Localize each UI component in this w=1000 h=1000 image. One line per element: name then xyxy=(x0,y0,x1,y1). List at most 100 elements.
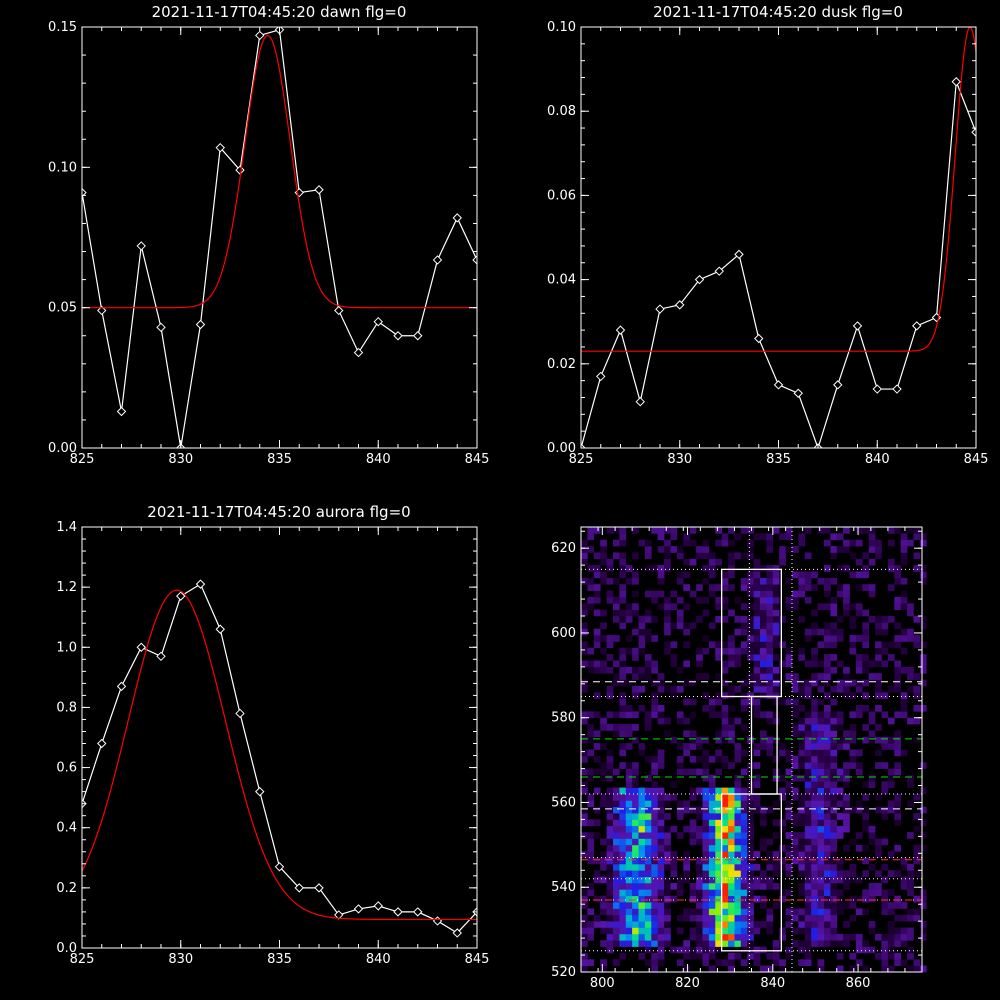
heatmap-cell xyxy=(919,616,927,623)
heatmap-cell xyxy=(581,609,588,617)
heatmap-cell xyxy=(740,819,748,827)
heatmap-cell xyxy=(606,895,614,903)
heatmap-cell xyxy=(772,902,780,909)
heatmap-cell xyxy=(734,533,742,541)
heatmap-cell xyxy=(836,546,844,553)
heatmap-cell xyxy=(676,596,684,604)
heatmap-cell xyxy=(913,565,921,572)
heatmap-cell xyxy=(600,571,607,579)
heatmap-cell xyxy=(728,933,735,941)
heatmap-cell xyxy=(734,832,742,839)
heatmap-cell xyxy=(913,717,921,725)
heatmap-cell xyxy=(670,603,678,610)
heatmap-cell xyxy=(836,940,844,947)
heatmap-cell xyxy=(734,819,742,827)
heatmap-cell xyxy=(581,940,588,947)
heatmap-cell xyxy=(638,857,646,865)
heatmap-cell xyxy=(740,844,748,852)
heatmap-cell xyxy=(875,679,882,687)
heatmap-cell xyxy=(613,889,620,897)
heatmap-cell xyxy=(779,616,786,623)
heatmap-cell xyxy=(830,717,838,725)
data-point xyxy=(432,255,443,265)
heatmap-cell xyxy=(824,940,831,947)
heatmap-cell xyxy=(619,851,627,858)
heatmap-cell xyxy=(887,539,895,547)
heatmap-cell xyxy=(721,603,729,610)
heatmap-cell xyxy=(728,863,735,871)
data-point xyxy=(314,185,324,195)
heatmap-cell xyxy=(900,590,908,598)
heatmap-cell xyxy=(632,851,639,858)
heatmap-cell xyxy=(811,914,818,922)
heatmap-cell xyxy=(606,946,614,954)
heatmap-cell xyxy=(881,965,889,973)
heatmap-cell xyxy=(593,660,601,668)
heatmap-cell xyxy=(581,546,588,553)
heatmap-cell xyxy=(868,863,876,871)
heatmap-cell xyxy=(798,692,806,699)
heatmap-cell xyxy=(587,832,595,839)
heatmap-cell xyxy=(708,832,716,839)
heatmap-cell xyxy=(734,749,742,757)
heatmap-cell xyxy=(779,660,786,668)
heatmap-cell xyxy=(766,635,774,642)
data-point xyxy=(852,321,863,331)
data-point xyxy=(156,651,166,662)
heatmap-cell xyxy=(804,819,812,827)
heatmap-cell xyxy=(804,685,812,693)
heatmap-cell xyxy=(664,641,671,649)
heatmap-cell xyxy=(760,743,767,750)
heatmap-cell xyxy=(619,762,627,769)
heatmap-cell xyxy=(747,781,754,788)
heatmap-cell xyxy=(766,533,774,541)
heatmap-cell xyxy=(868,590,876,598)
heatmap-cell xyxy=(875,647,882,655)
heatmap-cell xyxy=(836,616,844,623)
heatmap-cell xyxy=(875,616,882,623)
heatmap-cell xyxy=(792,819,799,827)
heatmap-cell xyxy=(657,851,665,858)
heatmap-cell xyxy=(753,571,761,579)
heatmap-cell xyxy=(657,959,665,966)
heatmap-cell xyxy=(862,844,869,852)
region-box xyxy=(721,568,782,698)
heatmap-cell xyxy=(766,685,774,693)
heatmap-cell xyxy=(587,959,595,966)
heatmap-cell xyxy=(708,584,716,591)
heatmap-cell xyxy=(734,717,742,725)
heatmap-cell xyxy=(855,908,863,916)
heatmap-cell xyxy=(804,870,812,877)
heatmap-cell xyxy=(747,927,754,935)
heatmap-cell xyxy=(638,787,646,795)
heatmap-cell xyxy=(600,546,607,553)
heatmap-cell xyxy=(613,603,620,610)
heatmap-cell xyxy=(804,940,812,947)
heatmap-cell xyxy=(632,857,639,865)
heatmap-cell xyxy=(804,844,812,852)
heatmap-cell xyxy=(894,762,901,769)
heatmap-cell xyxy=(894,952,901,960)
heatmap-cell xyxy=(676,666,684,674)
heatmap-cell xyxy=(664,730,671,738)
heatmap-cell xyxy=(900,883,908,890)
y-tick-label: 0.05 xyxy=(48,301,77,316)
heatmap-cell xyxy=(792,724,799,731)
data-point xyxy=(892,384,902,394)
heatmap-cell xyxy=(894,679,901,687)
heatmap-cell xyxy=(849,863,857,871)
heatmap-cell xyxy=(824,908,831,916)
heatmap-cell xyxy=(747,889,754,897)
heatmap-cell xyxy=(747,622,754,630)
heatmap-cell xyxy=(702,819,710,827)
heatmap-cell xyxy=(772,603,780,610)
heatmap-cell xyxy=(721,692,729,699)
heatmap-cell xyxy=(913,736,921,744)
y-tick-label: 620 xyxy=(551,541,576,556)
heatmap-cell xyxy=(600,959,607,966)
heatmap-cell xyxy=(715,749,722,757)
heatmap-cell xyxy=(817,736,825,744)
heatmap-cell xyxy=(683,800,690,808)
heatmap-cell xyxy=(606,596,614,604)
heatmap-cell xyxy=(747,577,754,585)
